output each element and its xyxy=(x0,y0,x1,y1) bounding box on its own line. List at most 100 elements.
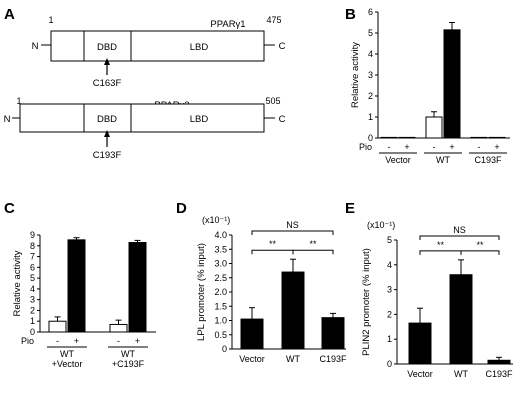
chart-e-y-tick-label: 3 xyxy=(387,285,392,295)
chart-d-scale-label: (x10⁻¹) xyxy=(202,215,230,225)
protein-2-c-terminus: C xyxy=(279,114,286,125)
panel-b-letter: B xyxy=(345,6,356,23)
chart-d-category-label: Vector xyxy=(239,354,265,364)
protein-2-arrow-head xyxy=(104,130,110,137)
chart-c-y-tick-label: 8 xyxy=(30,241,35,251)
chart-c-y-tick-label: 1 xyxy=(30,316,35,326)
chart-e-significance-bracket xyxy=(419,235,500,240)
chart-c-y-tick-label: 3 xyxy=(30,295,35,305)
chart-c-bar xyxy=(128,242,147,333)
chart-d-category-label: WT xyxy=(286,354,300,364)
chart-b-sign-label: - xyxy=(433,142,436,152)
chart-e-y-tick-label: 1 xyxy=(387,334,392,344)
chart-e-significance-label: ** xyxy=(437,240,445,250)
protein-2-bar xyxy=(19,103,265,133)
chart-c-y-tick-label: 9 xyxy=(30,230,35,240)
chart-c-y-tick-label: 5 xyxy=(30,273,35,283)
chart-c-y-tick-label: 4 xyxy=(30,284,35,294)
chart-b-bar xyxy=(398,136,416,139)
panel-d-letter: D xyxy=(176,200,187,217)
chart-e-category-label: C193F xyxy=(485,369,513,379)
protein-1-name: PPARγ1 xyxy=(210,19,245,30)
protein-ppar-gamma-2: PPARγ2 1 505 N C DBD LBD C193F xyxy=(4,96,286,161)
chart-e-significance-label: NS xyxy=(453,225,466,235)
chart-panel-e: 0 1 2 3 4 5 PLIN2 promoter (% input) (x10⁻¹) Vec… xyxy=(361,220,513,379)
panel-c-letter: C xyxy=(4,200,15,217)
chart-d-category-label: C193F xyxy=(319,354,347,364)
chart-e-significance-label: ** xyxy=(476,240,484,250)
chart-d-y-tick-label: 0.5 xyxy=(214,330,227,340)
chart-d-bar xyxy=(240,318,264,350)
chart-b-sign-label: - xyxy=(478,142,481,152)
chart-c-group-sublabel: +Vector xyxy=(52,359,83,369)
chart-c-sign-label: + xyxy=(74,336,79,346)
protein-ppar-gamma-1: PPARγ1 1 475 N C DBD LBD C163F xyxy=(32,15,286,89)
protein-2-lbd-label: LBD xyxy=(190,114,209,125)
protein-2-n-terminus: N xyxy=(4,114,11,125)
chart-d-y-tick-label: 2.5 xyxy=(214,273,227,283)
chart-b-y-tick-label: 0 xyxy=(368,133,373,143)
panel-a: A PPARγ1 1 475 N C DBD LBD C163F PPARγ2 … xyxy=(4,6,286,161)
chart-c-y-axis-label: Relative activity xyxy=(12,250,23,316)
chart-b-sign-label: + xyxy=(404,142,409,152)
chart-b-factor-label: Pio xyxy=(359,142,372,152)
chart-b-group-label: C193F xyxy=(474,155,502,165)
chart-c-factor-label: Pio xyxy=(21,336,34,346)
protein-1-start: 1 xyxy=(48,15,53,25)
chart-c-bar xyxy=(109,323,128,333)
chart-b-sign-label: - xyxy=(388,142,391,152)
chart-c-group-label: WT xyxy=(60,349,74,359)
chart-b-sign-label: + xyxy=(449,142,454,152)
chart-e-y-tick-label: 4 xyxy=(387,260,392,270)
chart-e-y-tick-label: 2 xyxy=(387,309,392,319)
chart-d-y-tick-label: 1.0 xyxy=(214,316,227,326)
protein-1-n-terminus: N xyxy=(32,41,39,52)
chart-d-y-tick-label: 3.0 xyxy=(214,259,227,269)
chart-e-y-tick-label: 5 xyxy=(387,235,392,245)
protein-2-end: 505 xyxy=(265,96,280,106)
protein-1-arrow-head xyxy=(104,58,110,65)
chart-d-significance-label: ** xyxy=(269,239,277,249)
protein-2-mutation-label: C193F xyxy=(93,150,122,161)
chart-c-y-tick-label: 0 xyxy=(30,327,35,337)
chart-b-sign-label: + xyxy=(494,142,499,152)
protein-2-dbd-label: DBD xyxy=(97,114,117,125)
chart-e-bar xyxy=(408,322,432,365)
chart-c-sign-label: + xyxy=(135,336,140,346)
chart-e-significance-bracket xyxy=(419,250,462,255)
chart-b-bar xyxy=(470,136,488,139)
chart-d-y-axis-label: LPL promoter (% input) xyxy=(196,243,207,341)
chart-d-bar xyxy=(281,271,305,350)
chart-d-significance-bracket xyxy=(251,249,294,255)
chart-c-group-sublabel: +C193F xyxy=(112,359,145,369)
chart-e-y-axis-label: PLIN2 promoter (% input) xyxy=(361,248,372,356)
chart-c-bar xyxy=(48,320,67,333)
protein-1-end: 475 xyxy=(266,15,281,25)
chart-d-bar xyxy=(321,317,345,350)
chart-c-group-label: WT xyxy=(121,349,135,359)
chart-b-y-tick-label: 5 xyxy=(368,28,373,38)
chart-e-category-label: Vector xyxy=(407,369,433,379)
chart-e-category-label: WT xyxy=(454,369,468,379)
protein-1-bar xyxy=(50,30,265,62)
chart-b-bar xyxy=(425,116,443,139)
chart-c-y-tick-label: 6 xyxy=(30,262,35,272)
chart-b-y-axis-label: Relative activity xyxy=(350,42,361,108)
protein-1-dbd-label: DBD xyxy=(97,42,117,53)
chart-c-sign-label: - xyxy=(56,336,59,346)
chart-e-scale-label: (x10⁻¹) xyxy=(367,220,395,230)
chart-b-group-label: Vector xyxy=(385,155,411,165)
chart-b-bar xyxy=(380,136,398,139)
chart-c-y-tick-label: 2 xyxy=(30,305,35,315)
panel-e-letter: E xyxy=(345,200,355,217)
chart-c-sign-label: - xyxy=(117,336,120,346)
chart-d-y-tick-label: 3.5 xyxy=(214,244,227,254)
chart-b-y-tick-label: 2 xyxy=(368,91,373,101)
chart-b-bar xyxy=(443,29,461,139)
chart-e-significance-bracket xyxy=(460,250,500,255)
protein-1-mutation-label: C163F xyxy=(93,78,122,89)
chart-c-y-tick-label: 7 xyxy=(30,252,35,262)
